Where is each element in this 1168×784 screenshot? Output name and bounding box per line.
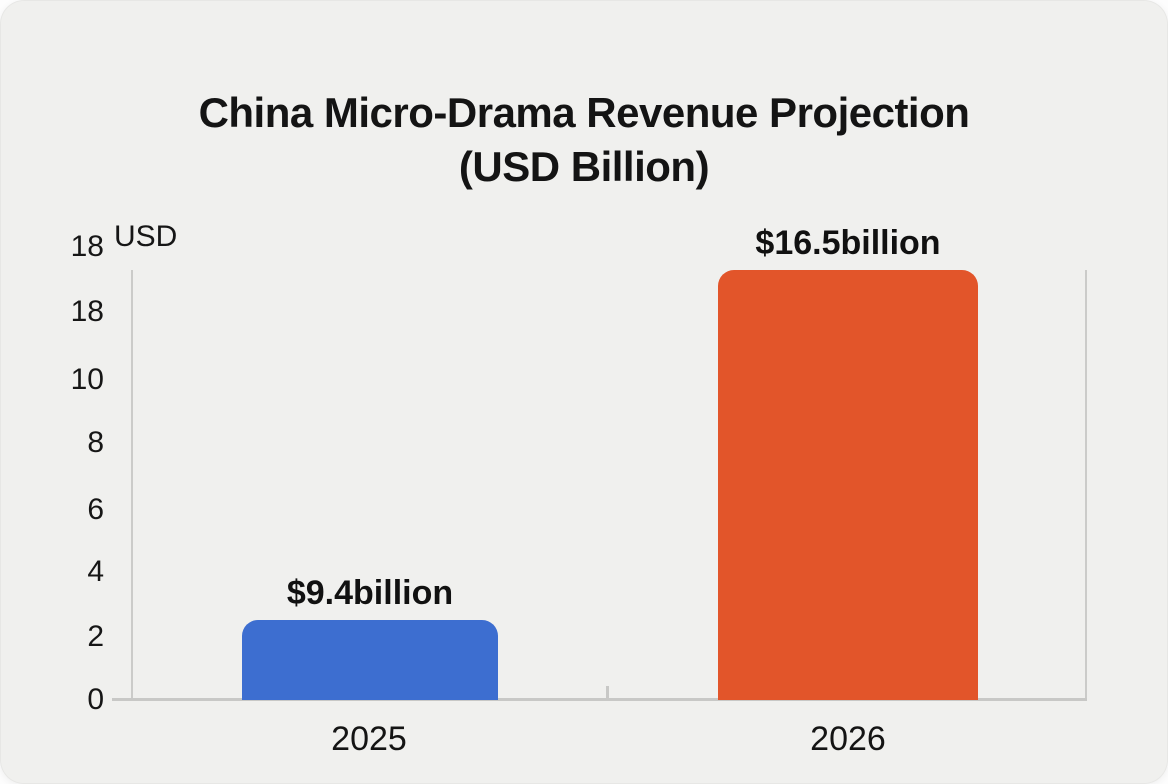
y-axis-tick-label: 4 [87,555,104,588]
chart-title-line1: China Micro-Drama Revenue Projection [198,89,970,136]
y-axis-tick-label: 18 [70,230,104,263]
y-axis-tick-label: 8 [87,426,104,459]
bar-value-label-2026: $16.5billion [755,224,941,262]
bar-value-label-2025: $9.4billion [286,574,454,612]
y-axis-line [131,270,133,700]
x-axis-line [112,698,1087,701]
x-axis-category-label-2025: 2025 [331,720,407,758]
bar-2025 [242,620,498,700]
x-axis-category-label-2026: 2026 [810,720,886,758]
y-axis-tick-label: 2 [87,620,104,653]
y-axis-tick-label: 10 [70,363,104,396]
y-axis-tick-label: 6 [87,493,104,526]
chart-title-line2: (USD Billion) [458,143,710,190]
x-axis-tick-mark [606,686,609,699]
y-axis-tick-label: 0 [87,683,104,716]
y-axis-unit-label: USD [114,220,178,253]
bar-2026 [718,270,978,700]
chart-title: China Micro-Drama Revenue Projection (US… [0,86,1168,194]
right-border-line [1085,270,1087,700]
y-axis-tick-label: 18 [70,295,104,328]
